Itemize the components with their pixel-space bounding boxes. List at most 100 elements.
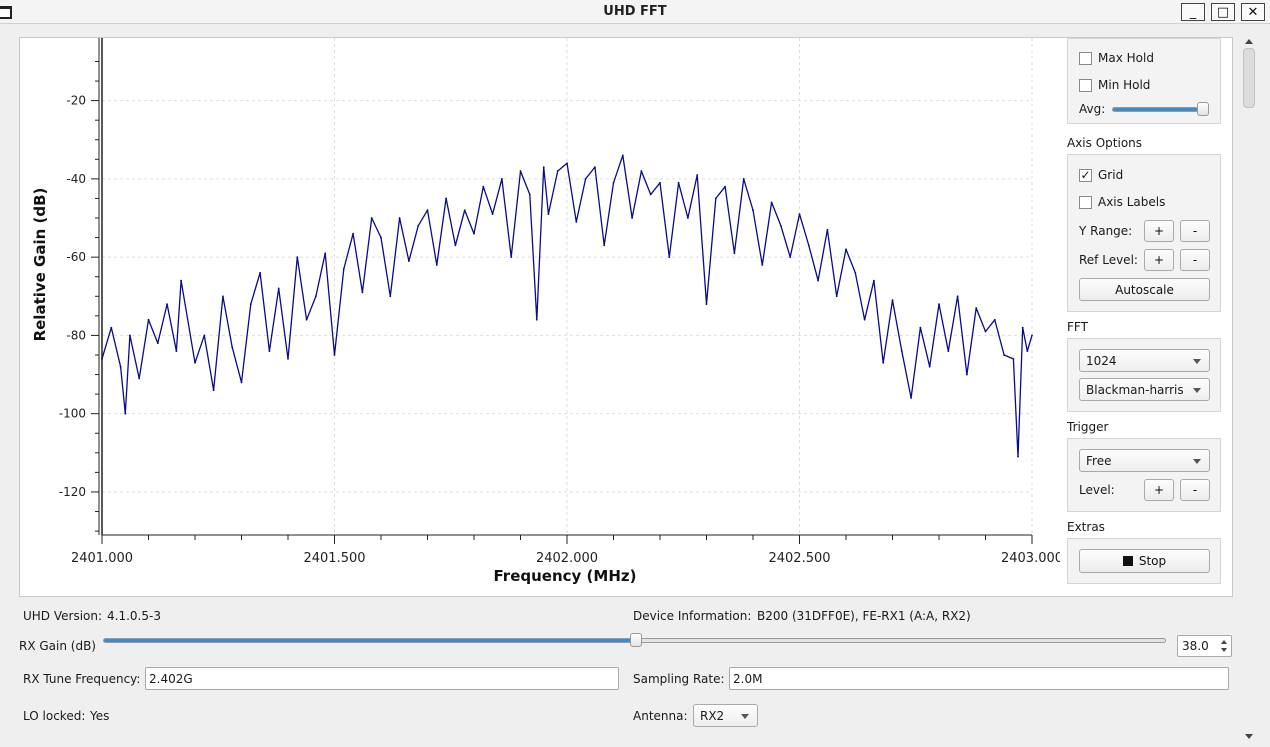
fft-trace-point [277,287,280,290]
fft-trace-point [101,357,103,360]
fft-trace-point [668,256,671,259]
fft-trace-point [212,389,215,392]
rx-tune-input[interactable]: 2.402G [145,667,619,690]
device-info-label: Device Information: [633,609,752,623]
fft-trace-point [268,350,271,352]
fft-trace-point [984,330,987,333]
fft-trace-point [361,291,364,294]
chevron-down-icon [1193,387,1201,393]
fft-window-select[interactable]: Blackman-harris [1079,378,1210,401]
fft-trace-point [296,256,299,259]
ref-level-minus-button[interactable]: - [1180,249,1210,271]
fft-trace-point [780,224,782,227]
rx-gain-spinbox[interactable]: 38.0 [1177,635,1232,657]
extras-title: Extras [1067,520,1105,534]
fft-trace-point [124,412,127,415]
fft-trace-point [482,185,485,188]
ref-level-plus-button[interactable]: + [1144,249,1174,271]
fft-trace-point [528,193,531,196]
spin-up-icon[interactable] [1221,640,1227,644]
avg-slider-handle[interactable] [1197,102,1209,116]
fft-trace-point [882,361,885,364]
y-range-plus-button[interactable]: + [1144,220,1174,242]
fft-trace-point [966,373,968,376]
trigger-level-minus-button[interactable]: - [1180,479,1210,501]
ref-level-label: Ref Level: [1079,253,1138,267]
fft-trace-point [1021,326,1024,329]
trigger-mode-select[interactable]: Free [1079,449,1210,472]
fft-trace-point [575,221,578,223]
fft-trace-point [203,334,206,337]
fft-trace-point [380,236,382,239]
trigger-level-plus-button[interactable]: + [1144,479,1174,501]
autoscale-button[interactable]: Autoscale [1079,278,1210,301]
fft-chart: -20 -40 -60 -80 -100 -120 2401.000 2401.500 2402… [31,38,1060,585]
max-hold-checkbox[interactable] [1079,52,1092,65]
fft-trace-point [594,166,596,169]
fft-trace-point [519,170,522,172]
fft-trace-point [900,350,903,352]
fft-trace-point [463,209,466,212]
fft-trace-point [315,295,317,298]
avg-label: Avg: [1079,102,1106,116]
rx-gain-slider[interactable] [103,633,1166,647]
sampling-rate-input[interactable]: 2.0M [729,667,1229,690]
fft-plot[interactable]: -20 -40 -60 -80 -100 -120 2401.000 2401.500 2402… [19,37,1233,597]
fft-trace-point [231,346,234,349]
y-tick-label: -80 [66,328,86,342]
device-info-value: B200 (31DFF0E), FE-RX1 (A:A, RX2) [757,609,971,623]
fft-trace-point [826,228,829,231]
fft-trace-point [938,303,940,306]
fft-trace-point [535,318,538,321]
y-tick-label: -20 [66,94,86,108]
grid-label: Grid [1098,168,1124,182]
fft-trace-point [649,193,652,196]
x-axis-title: Frequency (MHz) [494,567,637,585]
fft-trace-point [770,201,773,204]
grid-checkbox[interactable]: ✓ [1079,168,1092,182]
fft-trace-point [817,279,819,282]
scrollbar-thumb[interactable] [1243,48,1255,108]
fft-trace-point [640,170,643,172]
fft-trace-point [473,232,475,235]
fft-trace-point [417,224,420,227]
min-hold-label: Min Hold [1098,78,1151,92]
fft-trace-point [724,185,726,188]
minimize-button[interactable]: _ [1181,3,1205,21]
fft-trace-point [222,295,224,298]
axis-labels-checkbox[interactable] [1079,196,1092,209]
close-button[interactable]: ✕ [1241,3,1265,21]
trigger-level-label: Level: [1079,483,1115,497]
x-tick-label: 2403.000 [1001,551,1060,566]
fft-size-select[interactable]: 1024 [1079,349,1210,372]
scroll-down-icon[interactable] [1245,734,1253,739]
scroll-up-icon[interactable] [1245,39,1253,44]
fft-trace-point [807,244,810,247]
uhd-version-value: 4.1.0.5-3 [107,609,161,623]
title-bar: UHD FFT _ □ ✕ [0,0,1270,24]
min-hold-checkbox[interactable] [1079,79,1092,92]
fft-trace-point [305,318,308,321]
fft-trace-point [240,381,243,384]
y-range-minus-button[interactable]: - [1180,220,1210,242]
fft-trace-point [542,166,545,169]
window-scrollbar[interactable] [1240,36,1258,742]
fft-trace-point [835,295,838,298]
window-title: UHD FFT [603,4,667,19]
fft-trace-point [370,217,373,219]
x-tick-label: 2401.500 [303,551,365,566]
spin-down-icon[interactable] [1221,648,1227,652]
rx-gain-value: 38.0 [1182,639,1209,653]
fft-trace-point [659,181,661,184]
fft-trace-point [891,299,894,302]
avg-slider[interactable] [1112,102,1209,116]
fft-trace-point [928,365,931,368]
axis-labels-label: Axis Labels [1098,195,1166,209]
antenna-select[interactable]: RX2 [693,704,758,727]
x-tick-label: 2401.000 [71,551,133,566]
maximize-button[interactable]: □ [1211,3,1235,21]
fft-trace-point [129,334,131,337]
chevron-down-icon [741,713,749,719]
stop-button[interactable]: Stop [1079,549,1210,573]
rx-gain-slider-handle[interactable] [629,633,642,647]
